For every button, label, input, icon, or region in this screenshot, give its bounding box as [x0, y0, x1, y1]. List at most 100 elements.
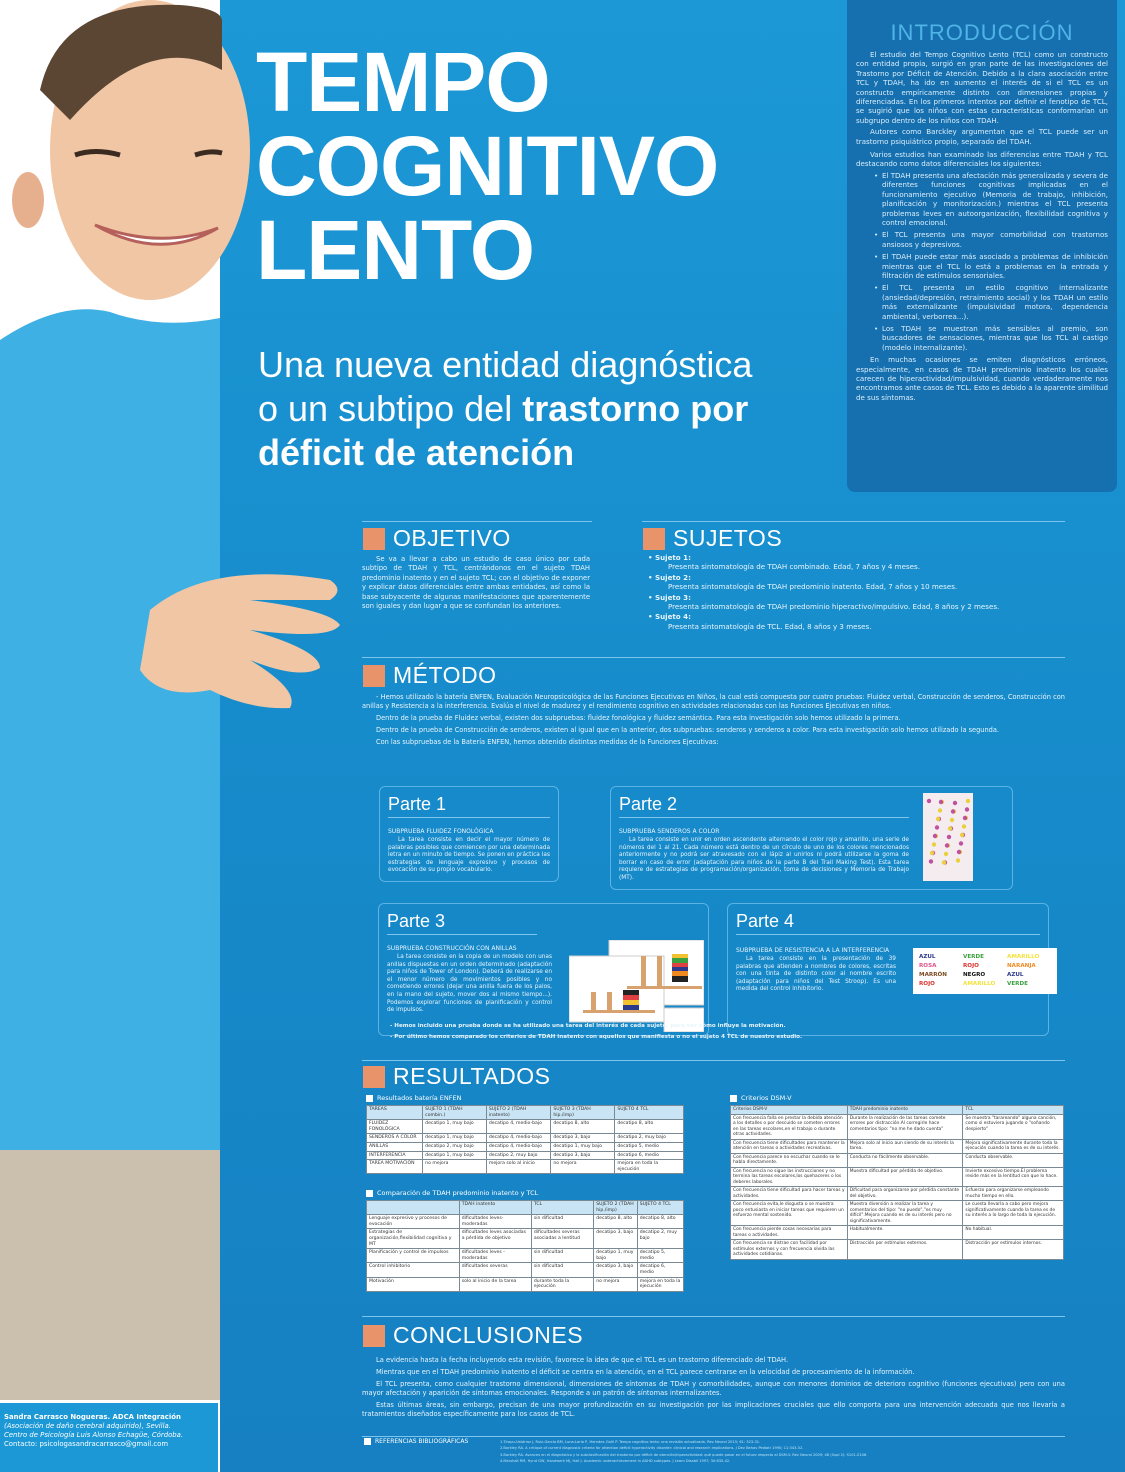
paragraph: Mientras que en el TDAH predominio inate…	[376, 1368, 915, 1376]
trail-dot	[926, 798, 932, 804]
table-cell: decatipo 8, alto	[593, 1214, 638, 1230]
table-row: Lenguaje expresivo y procesos de evocaci…	[366, 1214, 685, 1230]
table-row: Con frecuencia pierde cosas necesarias p…	[730, 1225, 1064, 1240]
subject-label: • Sujeto 3:	[648, 592, 691, 602]
intro-paragraph: El estudio del Tempo Cognitivo Lento (TC…	[856, 50, 1108, 125]
stroop-word: ROSA	[919, 963, 937, 969]
divider	[362, 521, 592, 522]
table-cell: no mejora	[593, 1276, 638, 1292]
table-row: Motivación solo al inicio de la tarea dura…	[366, 1276, 685, 1292]
stroop-word-grid: AZUL VERDE AMARILLO ROSA ROJO NARANJA MARRÓN NE…	[913, 948, 1057, 994]
part-title: Parte 4	[736, 910, 1040, 935]
table-cell: Distracción por estímulos externos.	[846, 1239, 964, 1260]
table-cell: Esfuerzo para organizarse empleando much…	[962, 1186, 1064, 1201]
pants	[0, 1150, 220, 1400]
bullet-item: Los TDAH se muestran más sensibles al pr…	[874, 324, 1108, 352]
part-2-box: Parte 2 SUBPRUEBA SENDEROS A COLOR La ta…	[610, 786, 1013, 890]
paragraph: Con las subpruebas de la Batería ENFEN, …	[376, 738, 719, 746]
title-line: COGNITIVO	[256, 119, 719, 213]
subject-text: Presenta sintomatología de TCL. Edad, 8 …	[668, 621, 872, 631]
author-footer: Sandra Carrasco Nogueras. ADCA Integraci…	[0, 1403, 218, 1472]
subject-text: Presenta sintomatología de TDAH predomin…	[668, 602, 1000, 612]
table-cell: decatipo 5, medio	[636, 1248, 685, 1264]
table-row: INTERFERENCIA decatipo 1, muy bajo decatip…	[365, 1150, 684, 1161]
part-subtitle: SUBPRUEBA DE RESISTENCIA A LA INTERFEREN…	[736, 947, 890, 954]
column-header: SUJETO 2 (TDAH hip./imp)	[593, 1199, 638, 1216]
column-header: SUJETO 4 TCL	[614, 1104, 684, 1121]
affiliation: Centro de Psicología Luis Alonso Echagüe…	[4, 1431, 184, 1439]
table-cell: decatipo 8, alto	[550, 1119, 616, 1135]
table-cell: Conducta no fácilmente observable.	[846, 1152, 964, 1168]
trail-dot	[935, 816, 941, 822]
column-header: TDAH inatento	[458, 1199, 532, 1216]
section-title: OBJETIVO	[393, 525, 511, 551]
trail-dot	[955, 858, 961, 863]
table-cell: Dificultad para organizarse por pérdida …	[846, 1186, 964, 1201]
table-cell: No habitual.	[962, 1225, 1064, 1240]
table-cell: solo al inicio de la tarea	[458, 1276, 532, 1292]
table-cell: decatipo 1, muy bajo	[422, 1133, 487, 1143]
table-cell: no mejora	[422, 1159, 487, 1175]
table-cell: sin dificultad	[530, 1262, 595, 1278]
table-cell: Mejora solo al inicio aun siendo de su i…	[846, 1138, 964, 1154]
stroop-word: NEGRO	[963, 972, 986, 978]
contact-email[interactable]: Contacto: psicologasandracarrasco@gmail.…	[4, 1440, 169, 1448]
trail-dot	[938, 799, 944, 805]
table-row: SENDEROS A COLOR decatipo 1, muy bajo deca…	[365, 1133, 684, 1143]
sujetos-list: • Sujeto 1: Presenta sintomatología de TD…	[648, 553, 1068, 632]
column-header: TDAH predominio inatento	[846, 1105, 964, 1115]
square-icon	[363, 664, 385, 687]
part-1-box: Parte 1 SUBPRUEBA FLUIDEZ FONOLÓGICA La …	[379, 786, 559, 882]
comparison-results: Comparación de TDAH predominio inatento …	[366, 1189, 685, 1292]
table-cell: dificultades leves asociadas a pérdida d…	[458, 1228, 532, 1250]
trail-dot	[949, 817, 955, 823]
bullet-item: El TDAH puede estar más asociado a probl…	[874, 252, 1108, 280]
paragraph: Se va a llevar a cabo un estudio de caso…	[362, 555, 590, 611]
subject-item: • Sujeto 1: Presenta sintomatología de TD…	[648, 553, 1068, 572]
table-cell: SENDEROS A COLOR	[365, 1133, 424, 1143]
table-cell: INTERFERENCIA	[365, 1150, 424, 1161]
caption-text: Resultados batería ENFEN	[377, 1094, 462, 1102]
table-cell: Con frecuencia tiene dificultades para m…	[730, 1138, 848, 1154]
poster-title: TEMPO COGNITIVO LENTO	[256, 40, 719, 292]
table-cell: decatipo 1, muy bajo	[550, 1141, 616, 1152]
column-header: Criterios DSM-V	[730, 1105, 848, 1115]
part-3-box: Parte 3 SUBPRUEBA CONSTRUCCIÓN CON ANILL…	[378, 903, 709, 1036]
comparison-table: TDAH inatento TCL SUJETO 2 (TDAH hip./imp)…	[366, 1199, 685, 1292]
table-header-row: Criterios DSM-V TDAH predominio inatento T…	[730, 1105, 1064, 1115]
conclusiones-text: La evidencia hasta la fecha incluyendo e…	[362, 1356, 1065, 1422]
part-subtitle: SUBPRUEBA FLUIDEZ FONOLÓGICA	[388, 828, 494, 835]
table-cell: Lenguaje expresivo y procesos de evocaci…	[366, 1214, 460, 1230]
table-header-row: TAREAS SUJETO 1 (TDAH combin.) SUJETO 2 (T…	[365, 1104, 684, 1121]
table-row: FLUIDEZ FONOLÓGICA decatipo 1, muy bajo de…	[365, 1119, 684, 1135]
table-row: Con frecuencia evita,le disgusta o se mu…	[730, 1200, 1064, 1226]
square-icon	[363, 527, 385, 550]
intro-paragraph: Varios estudios han examinado las difere…	[856, 150, 1108, 169]
stroop-word: AZUL	[1007, 972, 1024, 978]
table-cell: decatipo 8, alto	[614, 1119, 684, 1135]
intro-heading: INTRODUCCIÓN	[890, 20, 1074, 45]
reference: 3.Barkley RA. Avances en el diagnóstico …	[500, 1452, 868, 1457]
table-cell: Control inhibitorio	[366, 1262, 460, 1278]
section-header-sujetos: SUJETOS	[643, 525, 782, 552]
part-subtitle: SUBPRUEBA SENDEROS A COLOR	[619, 828, 720, 835]
subtitle-line: o un subtipo del trastorno por	[258, 387, 828, 431]
square-icon	[730, 1094, 737, 1102]
square-icon	[364, 1438, 371, 1445]
trail-dot	[958, 841, 964, 846]
references-list: 1.Tirapu-Ustárroz J, Ruiz-García BM, Lun…	[500, 1439, 1060, 1465]
trail-dot	[962, 815, 968, 821]
note: - Hemos incluido una prueba donde se ha …	[390, 1023, 786, 1029]
trail-dot	[946, 834, 952, 840]
subtitle-line: Una nueva entidad diagnóstica	[258, 344, 753, 385]
table-cell: Distracción por estímulos internos.	[962, 1239, 1064, 1260]
column-header: TCL	[962, 1105, 1064, 1115]
reference: 1.Tirapu-Ustárroz J, Ruiz-García BM, Lun…	[500, 1440, 761, 1444]
table-cell: mejora en toda la ejecución	[614, 1159, 684, 1175]
table-row: TAREA MOTIVACIÓN no mejora mejora solo al …	[365, 1159, 684, 1175]
table-cell: decatipo 2, muy bajo	[485, 1150, 552, 1161]
divider	[362, 1060, 1065, 1061]
table-cell: dificultades leves-moderadas	[458, 1214, 532, 1230]
table-cell: dificultades severas asociadas a lentitu…	[530, 1228, 595, 1250]
section-title: SUJETOS	[673, 525, 783, 551]
